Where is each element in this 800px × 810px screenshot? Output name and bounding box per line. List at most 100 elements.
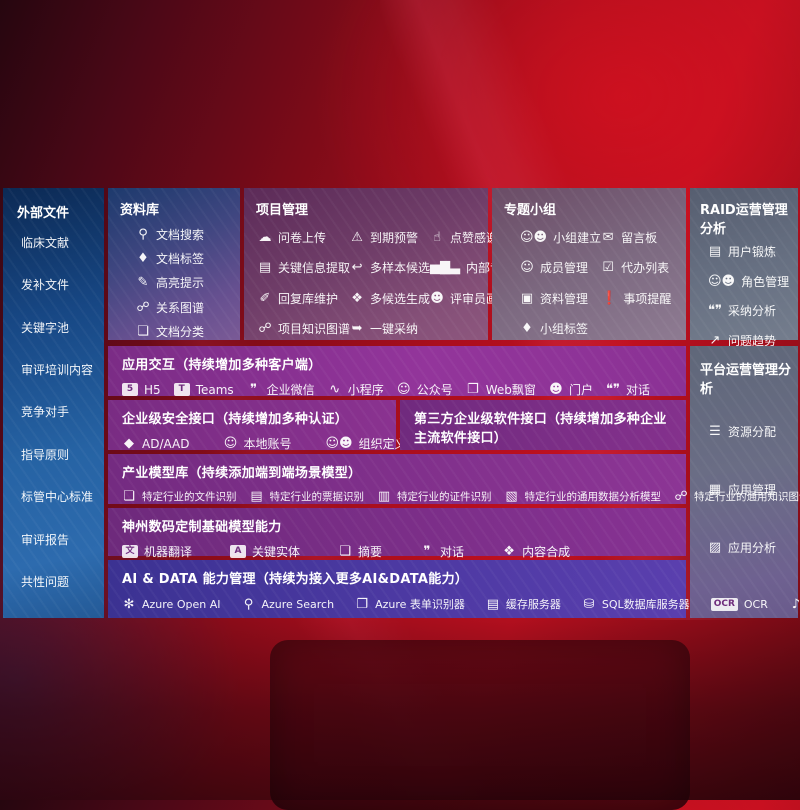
portal-client-label: 门户: [568, 383, 593, 397]
entity-shield-icon: A: [230, 545, 247, 558]
web-popup-client-label: Web飘窗: [485, 383, 536, 397]
role-manage-label: 角色管理: [741, 274, 790, 289]
speech-understanding: ♪语音理解: [789, 596, 800, 612]
database-icon: ⛁: [583, 596, 595, 612]
industry-id-recognition: ▥ 特定行业的证件识别: [377, 489, 492, 504]
teams-client: T Teams: [173, 383, 234, 397]
platform-ops-items: ☰ 资源分配 ▦ 应用管理 ▨ 应用分析: [700, 397, 792, 556]
ai-data-capability-items: ✻ Azure Open AI ⚲ Azure Search ❐ Azure 表单识别器 ▤…: [122, 596, 800, 612]
qa-chat-icon: ❝❞: [708, 303, 722, 319]
thirdparty-software-api-title: 第三方企业级软件接口（持续增加多种企业主流软件接口）: [414, 412, 667, 446]
highlight-hint-label: 高亮提示: [156, 276, 205, 291]
azure-search-label: Azure Search: [261, 597, 335, 611]
reply-library-maintain-label: 回复库维护: [278, 291, 339, 306]
sidebar-item-review-training-content: 审评培训内容: [21, 361, 104, 378]
sidebar-item-standards-center-standards: 标管中心标准: [21, 488, 104, 505]
message-board: ✉ 留言板: [601, 229, 676, 246]
adoption-analysis: ❝❞ 采纳分析: [708, 302, 792, 319]
sidebar-item-guidelines: 指导原则: [21, 446, 104, 463]
chat-bubble-icon: ❞: [423, 544, 431, 559]
industry-model-library-items: ❏ 特定行业的文件识别 ▤ 特定行业的票据识别 ▥ 特定行业的证件识别 ▧ 特定行业的通用数据…: [122, 489, 800, 504]
form-recognizer-icon: ❐: [356, 596, 368, 612]
local-account-auth: ☺ 本地账号: [223, 435, 292, 452]
key-info-extract: ▤ 关键信息提取: [258, 259, 350, 276]
sidebar-item-supplement-files-label: 发补文件: [21, 278, 70, 293]
tag-icon: ♦: [521, 321, 533, 337]
multi-candidate-generate: ❖ 多候选生成: [350, 290, 430, 307]
highlight-pen-icon: ✎: [137, 275, 149, 291]
sidebar-item-clinical-literature: 临床文献: [21, 234, 104, 251]
enterprise-security-api-items: ◆ AD/AAD ☺ 本地账号 ☺☻ 组织定义: [122, 435, 407, 452]
bell-icon: ❗: [601, 290, 618, 306]
org-people-icon: ☺☻: [325, 436, 353, 451]
sidebar-item-standards-center-standards-label: 标管中心标准: [21, 490, 94, 505]
file-recognition-icon: ❏: [123, 489, 135, 504]
azure-openai: ✻ Azure Open AI: [122, 598, 221, 611]
like-thanks-label: 点赞感谢: [450, 230, 499, 245]
due-alert-label: 到期预警: [370, 230, 419, 245]
wechat-work-client-label: 企业微信: [266, 383, 315, 397]
portrait-icon: ☻: [430, 290, 444, 306]
roles-icon: ☺☻: [708, 273, 736, 289]
industry-file-recognition: ❏ 特定行业的文件识别: [122, 489, 236, 504]
sidebar-item-common-issues: 共性问题: [21, 573, 104, 590]
ocr-frame-icon: OCR: [710, 597, 738, 611]
key-info-extract-label: 关键信息提取: [278, 261, 351, 276]
sidebar-item-supplement-files: 发补文件: [21, 276, 104, 293]
h5-client: 5 H5: [122, 383, 161, 397]
key-entity: A 关键实体: [230, 543, 300, 560]
cache-server-icon: ▤: [486, 596, 500, 612]
message-board-label: 留言板: [621, 230, 658, 245]
digital-china-base-model-title: 神州数码定制基础模型能力: [122, 520, 282, 535]
sql-db-server: ⛁ SQL数据库服务器: [582, 596, 690, 612]
doc-extract-icon: ▤: [258, 260, 272, 276]
ai-data-capability-row: AI & DATA 能力管理（持续为接入更多AI&DATA能力） ✻ Azure …: [108, 560, 800, 618]
cache-server-label: 缓存服务器: [505, 598, 561, 611]
user-training: ▤ 用户锻炼: [708, 243, 792, 260]
grid-icon: ▦: [708, 482, 722, 497]
content-synthesis: ❖ 内容合成: [502, 543, 570, 560]
member-add-icon: ☺: [520, 260, 534, 276]
album-icon: ▣: [520, 290, 534, 306]
industry-knowledge-graph-model: ☍ 特定行业的通用知识图谱模型: [674, 489, 800, 504]
pen-icon: ✐: [259, 290, 271, 306]
industry-data-analysis-model: ▧ 特定行业的通用数据分析模型: [505, 489, 661, 504]
list-icon: ☰: [709, 424, 721, 439]
official-account-client-label: 公众号: [416, 383, 453, 397]
enterprise-security-api-row: 企业级安全接口（持续增加多种认证） ◆ AD/AAD ☺ 本地账号 ☺☻ 组织定义: [108, 400, 407, 452]
like-thanks: ☝ 点赞感谢: [430, 229, 538, 246]
doc-tags: ♦ 文档标签: [136, 250, 230, 267]
sidebar-item-keyword-pool: 关键字池: [21, 319, 104, 336]
mini-program-client-label: 小程序: [347, 383, 384, 397]
tag-icon: ♦: [137, 251, 149, 267]
sidebar-item-review-reports-label: 审评报告: [21, 532, 70, 547]
relation-graph-label: 关系图谱: [156, 300, 205, 315]
cloud-upload-icon: ☁: [258, 229, 272, 245]
app-analysis: ▨ 应用分析: [708, 539, 792, 556]
app-interaction-row: 应用交互（持续增加多种客户端） 5 H5 T Teams ❞ 企业微信 ∿ 小程序 ☺ 公众号 ❐ W…: [108, 346, 686, 397]
thumbs-up-icon: ☝: [433, 229, 441, 245]
app-interaction-title: 应用交互（持续增加多种客户端）: [122, 358, 322, 373]
h5-icon: 5: [122, 383, 138, 396]
resource-allocation-label: 资源分配: [728, 425, 777, 439]
questionnaire-upload-label: 问卷上传: [278, 230, 327, 245]
member-manage-label: 成员管理: [540, 261, 589, 276]
doc-search-label: 文档搜索: [156, 227, 205, 242]
multi-candidate-generate-label: 多候选生成: [370, 291, 431, 306]
sql-db-server-label: SQL数据库服务器: [601, 598, 690, 611]
topic-group-panel: 专题小组 ☺☻ 小组建立 ☺ 成员管理 ▣ 资料管理 ♦ 小组标签 ✉ 留言板 ☑ 代办列表 ❗ 事项提醒: [492, 188, 686, 340]
summary-doc-icon: ❏: [339, 544, 351, 559]
external-files-title: 外部文件: [17, 206, 70, 221]
project-management-items: ☁ 问卷上传 ▤ 关键信息提取 ✐ 回复库维护 ☍ 项目知识图谱 ⚠ 到期预警 ↩ 多样本候选 ❖ 多候选…: [256, 222, 538, 344]
due-alert: ⚠ 到期预警: [350, 229, 430, 246]
dialog-client-label: 对话: [625, 383, 650, 397]
clipboard-check-icon: ☑: [602, 260, 614, 276]
questionnaire-upload: ☁ 问卷上传: [258, 229, 350, 246]
summary-label: 摘要: [358, 545, 383, 559]
platform-ops-title: 平台运营管理分析: [700, 363, 792, 397]
project-knowledge-graph: ☍ 项目知识图谱: [258, 320, 350, 337]
knowledge-graph-icon: ☍: [258, 321, 272, 337]
local-account-auth-label: 本地账号: [243, 437, 292, 451]
raid-ops-analysis-panel: RAID运营管理分析 ▤ 用户锻炼 ☺☻ 角色管理 ❝❞ 采纳分析 ↗ 问题趋势: [690, 188, 798, 348]
id-recognition-icon: ▥: [377, 489, 391, 504]
